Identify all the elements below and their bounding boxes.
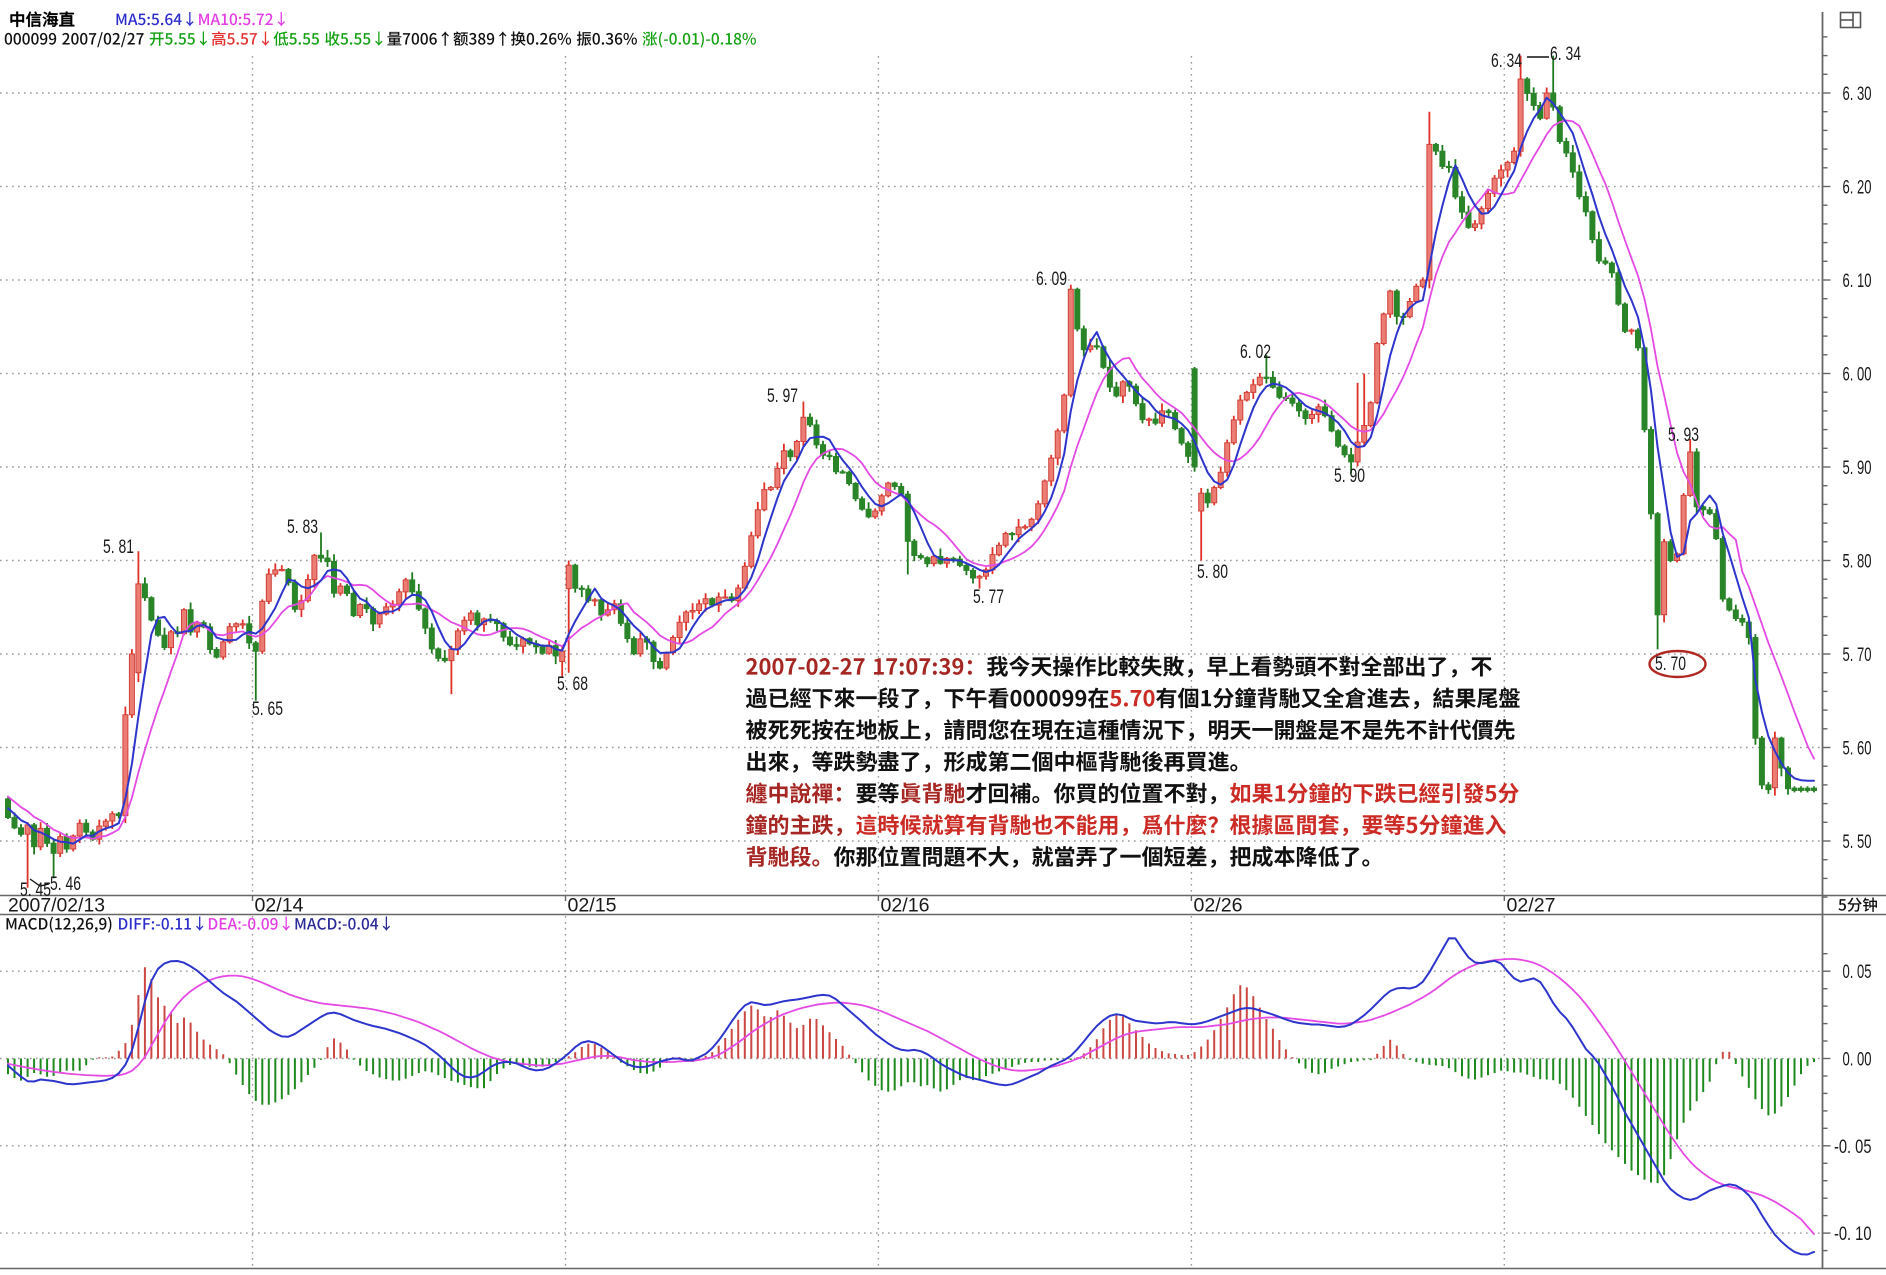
svg-text:5. 93: 5. 93	[1668, 425, 1699, 446]
svg-text:5. 77: 5. 77	[973, 587, 1004, 608]
svg-text:02/26: 02/26	[1194, 896, 1243, 917]
svg-text:5. 50: 5. 50	[1843, 832, 1872, 853]
svg-text:6. 20: 6. 20	[1843, 178, 1872, 199]
svg-text:5. 97: 5. 97	[767, 386, 798, 407]
svg-text:5. 90: 5. 90	[1334, 466, 1365, 487]
svg-text:6. 10: 6. 10	[1843, 271, 1872, 292]
svg-text:02/14: 02/14	[255, 896, 304, 917]
svg-text:6. 30: 6. 30	[1843, 84, 1872, 105]
svg-text:5. 46: 5. 46	[50, 874, 81, 895]
svg-text:02/15: 02/15	[568, 896, 617, 917]
svg-text:5. 65: 5. 65	[252, 699, 283, 720]
svg-text:5. 80: 5. 80	[1197, 562, 1228, 583]
svg-text:5. 70: 5. 70	[1843, 645, 1872, 666]
svg-text:-0. 10: -0. 10	[1834, 1224, 1872, 1245]
svg-text:6. 02: 6. 02	[1240, 342, 1271, 363]
svg-text:5. 60: 5. 60	[1843, 739, 1872, 760]
svg-text:6. 00: 6. 00	[1843, 365, 1872, 386]
svg-text:02/16: 02/16	[881, 896, 930, 917]
svg-text:6. 34: 6. 34	[1491, 51, 1522, 72]
svg-text:5. 70: 5. 70	[1655, 654, 1686, 675]
svg-text:6. 34: 6. 34	[1550, 44, 1581, 65]
svg-text:02/27: 02/27	[1507, 896, 1556, 917]
svg-text:6. 09: 6. 09	[1036, 269, 1067, 290]
svg-text:2007/02/13: 2007/02/13	[8, 896, 105, 917]
svg-text:-0. 05: -0. 05	[1834, 1137, 1872, 1158]
svg-text:0. 00: 0. 00	[1843, 1050, 1872, 1071]
svg-text:5. 83: 5. 83	[287, 517, 318, 538]
svg-text:5. 68: 5. 68	[557, 674, 588, 695]
svg-text:5. 80: 5. 80	[1843, 552, 1872, 573]
svg-text:5. 45: 5. 45	[20, 880, 51, 901]
svg-text:5. 81: 5. 81	[103, 537, 134, 558]
svg-text:5. 90: 5. 90	[1843, 458, 1872, 479]
svg-text:0. 05: 0. 05	[1843, 962, 1872, 983]
